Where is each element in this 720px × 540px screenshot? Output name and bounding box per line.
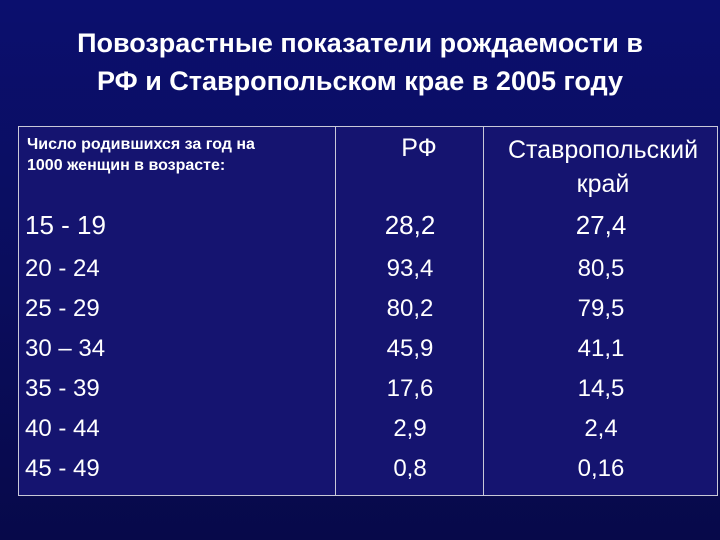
- rf-cell: 80,2: [386, 295, 434, 322]
- age-cell: 20 - 24: [25, 255, 100, 282]
- header-label-line-1: Число родившихся за год на: [27, 136, 255, 153]
- region-cell: 14,5: [577, 375, 625, 402]
- region-cell: 27,4: [575, 210, 627, 240]
- rf-cell: 45,9: [386, 335, 434, 362]
- rf-cell: 93,4: [386, 255, 434, 282]
- table-row: 35 - 39 17,6 14,5: [19, 369, 717, 409]
- header-label: Число родившихся за год на 1000 женщин в…: [27, 134, 327, 176]
- region-cell: 2,4: [584, 415, 618, 442]
- header-region-line-2: край: [576, 170, 630, 198]
- table-row: 15 - 19 28,2 27,4: [19, 205, 717, 245]
- age-cell: 45 - 49: [25, 455, 100, 482]
- header-region: Ставропольский край: [489, 133, 717, 201]
- column-divider: [335, 127, 336, 495]
- header-region-line-1: Ставропольский: [507, 136, 699, 164]
- region-cell: 0,16: [577, 455, 625, 482]
- rf-cell: 17,6: [386, 375, 434, 402]
- table-row: 30 – 34 45,9 41,1: [19, 329, 717, 369]
- header-rf: РФ: [401, 134, 437, 162]
- table-row: 25 - 29 80,2 79,5: [19, 289, 717, 329]
- region-cell: 80,5: [577, 255, 625, 282]
- region-cell: 41,1: [577, 335, 625, 362]
- table-row: 40 - 44 2,9 2,4: [19, 409, 717, 449]
- rf-cell: 0,8: [393, 455, 427, 482]
- title-line-1: Повозрастные показатели рождаемости в: [77, 28, 643, 58]
- age-cell: 35 - 39: [25, 375, 100, 402]
- title-line-2: РФ и Ставропольском крае в 2005 году: [97, 66, 623, 96]
- table-row: 45 - 49 0,8 0,16: [19, 449, 717, 489]
- rf-cell: 2,9: [393, 415, 427, 442]
- fertility-table: Число родившихся за год на 1000 женщин в…: [18, 126, 718, 496]
- age-cell: 30 – 34: [25, 335, 106, 362]
- region-cell: 79,5: [577, 295, 625, 322]
- table-row: 20 - 24 93,4 80,5: [19, 249, 717, 289]
- column-divider: [483, 127, 484, 495]
- page-title: Повозрастные показатели рождаемости в РФ…: [0, 24, 720, 100]
- age-cell: 40 - 44: [25, 415, 100, 442]
- header-label-line-2: 1000 женщин в возрасте:: [27, 157, 226, 174]
- age-cell: 15 - 19: [25, 210, 106, 240]
- age-cell: 25 - 29: [25, 295, 100, 322]
- rf-cell: 28,2: [384, 210, 436, 240]
